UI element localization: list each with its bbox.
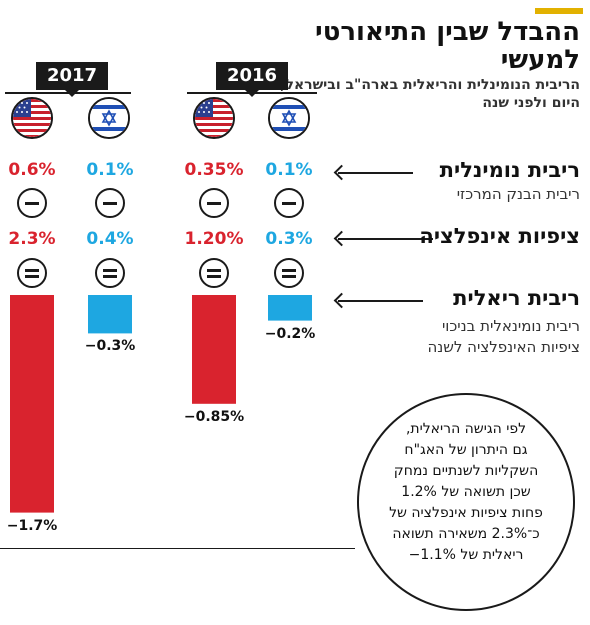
row-label-nominal: ריבית נומינלית xyxy=(439,158,580,182)
note-line: גם היתרון של האג"ח xyxy=(404,442,528,458)
note-line: השקליות לשנתיים נמחק xyxy=(393,463,539,479)
usa-flag-icon xyxy=(11,97,53,139)
row-label-inflation: ציפיות אינפלציה xyxy=(419,224,580,248)
value-nominal-israel-2016: 0.1% xyxy=(265,160,313,180)
note-line: כ־2.3% משאירה תשואה xyxy=(392,526,540,542)
year-tab-2016: 2016 xyxy=(216,62,288,97)
chart-subtitle: הריבית הנומינלית והריאלית בארה"ב ובישראל… xyxy=(280,77,580,111)
minus-icon xyxy=(17,188,47,218)
bar-real-usa-2017 xyxy=(10,295,54,513)
value-inflation-usa-2016: 1.20% xyxy=(184,229,244,249)
arrow-left-icon xyxy=(338,172,413,174)
chart-title: ההבדל שבין התיאורטי למעשי xyxy=(315,17,580,75)
bar-label-israel-2017: −0.3% xyxy=(84,338,136,355)
value-inflation-israel-2017: 0.4% xyxy=(86,229,134,249)
note-line: פחות ציפיות אינפלציה של xyxy=(389,505,543,521)
minus-icon xyxy=(274,188,304,218)
usa-flag-icon xyxy=(193,97,235,139)
equals-icon xyxy=(274,258,304,288)
row-label-real: ריבית ריאלית xyxy=(453,286,580,310)
row-label-real-sub-2: ציפיות האינפלציה לשנה xyxy=(427,338,580,356)
accent-bar xyxy=(535,8,583,14)
equals-icon xyxy=(95,258,125,288)
equals-icon xyxy=(17,258,47,288)
bar-label-israel-2016: −0.2% xyxy=(264,325,316,342)
bar-real-israel-2017 xyxy=(88,295,132,334)
value-inflation-usa-2017: 2.3% xyxy=(8,229,56,249)
note-text: לפי הגישה הריאלית, גם היתרון של האג"ח הש… xyxy=(373,419,559,566)
value-inflation-israel-2016: 0.3% xyxy=(265,229,313,249)
value-nominal-usa-2016: 0.35% xyxy=(184,160,244,180)
value-nominal-usa-2017: 0.6% xyxy=(8,160,56,180)
chart-baseline xyxy=(0,548,355,549)
note-line: שכן תשואה של 1.2% xyxy=(401,484,531,500)
bar-label-usa-2016: −0.85% xyxy=(183,408,245,425)
arrow-left-icon xyxy=(338,300,423,302)
minus-icon xyxy=(199,188,229,218)
israel-flag-icon xyxy=(268,97,310,139)
year-tab-2017: 2017 xyxy=(36,62,108,97)
note-bubble: לפי הגישה הריאלית, גם היתרון של האג"ח הש… xyxy=(357,393,575,611)
note-line: ריאלית של 1.1%− xyxy=(408,547,524,563)
value-nominal-israel-2017: 0.1% xyxy=(86,160,134,180)
bar-label-usa-2017: −1.7% xyxy=(6,517,58,534)
israel-flag-icon xyxy=(88,97,130,139)
arrow-left-icon xyxy=(338,238,433,240)
row-label-real-sub-1: ריבית נומינאלית בניכוי xyxy=(441,317,580,335)
minus-icon xyxy=(95,188,125,218)
row-label-nominal-sub: ריבית הבנק המרכזי xyxy=(456,185,580,203)
bar-real-usa-2016 xyxy=(192,295,236,404)
note-line: לפי הגישה הריאלית, xyxy=(405,421,527,437)
bar-real-israel-2016 xyxy=(268,295,312,321)
equals-icon xyxy=(199,258,229,288)
